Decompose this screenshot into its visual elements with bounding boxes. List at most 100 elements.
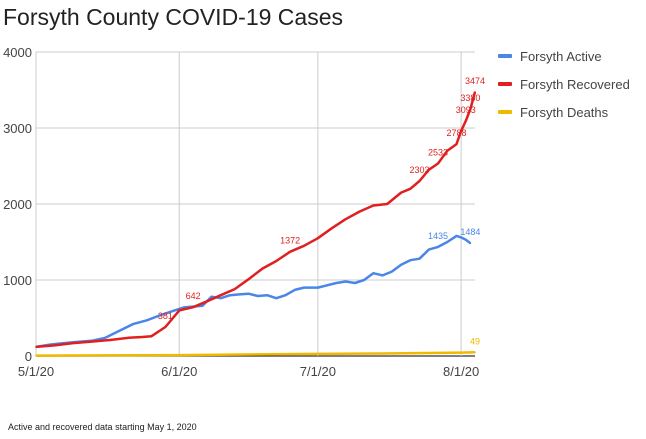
data-point xyxy=(150,335,153,338)
x-tick-label: 8/1/20 xyxy=(443,364,479,379)
y-tick-label: 1000 xyxy=(3,273,32,288)
data-point xyxy=(391,270,393,273)
data-point xyxy=(381,352,384,355)
data-point xyxy=(90,340,93,343)
data-point xyxy=(303,286,305,289)
data-point xyxy=(146,319,148,322)
data-point xyxy=(257,295,259,297)
data-point xyxy=(210,295,213,298)
data-point xyxy=(35,346,37,348)
chart-grid xyxy=(35,51,475,357)
data-point xyxy=(317,353,319,355)
data-point xyxy=(99,354,102,357)
data-point xyxy=(238,293,241,296)
data-point xyxy=(474,91,476,93)
data-label: 2533 xyxy=(428,147,448,157)
data-point xyxy=(344,218,347,220)
data-point xyxy=(418,257,421,260)
data-point xyxy=(317,237,319,239)
data-point xyxy=(344,280,347,283)
data-point xyxy=(474,351,476,354)
y-tick-label: 2000 xyxy=(3,197,32,212)
legend-swatch xyxy=(498,110,512,114)
data-point xyxy=(409,259,412,262)
legend-swatch xyxy=(498,82,512,86)
legend-item: Forsyth Recovered xyxy=(498,70,630,98)
data-point xyxy=(229,294,231,297)
data-point xyxy=(381,274,384,277)
legend-label: Forsyth Active xyxy=(520,48,602,64)
data-point xyxy=(266,294,268,297)
y-tick-label: 4000 xyxy=(3,45,32,60)
data-point xyxy=(178,354,181,356)
data-point xyxy=(53,344,56,347)
data-point xyxy=(354,282,356,284)
data-point xyxy=(335,282,338,284)
data-point xyxy=(141,336,144,338)
data-point xyxy=(400,264,402,266)
data-label: 1435 xyxy=(428,231,448,241)
data-point xyxy=(173,309,176,312)
data-point xyxy=(220,294,222,297)
data-point xyxy=(326,284,328,287)
chart-footnote: Active and recovered data starting May 1… xyxy=(8,422,197,432)
data-point xyxy=(363,279,365,281)
x-tick-label: 5/1/20 xyxy=(18,364,54,379)
chart-legend: Forsyth Active Forsyth Recovered Forsyth D… xyxy=(498,42,630,126)
data-point xyxy=(72,342,74,344)
data-point xyxy=(464,238,467,241)
data-point xyxy=(409,188,412,190)
data-point xyxy=(220,297,222,300)
data-point xyxy=(386,203,389,205)
data-point xyxy=(127,336,130,339)
data-point xyxy=(247,278,250,281)
data-point xyxy=(192,306,194,309)
data-point xyxy=(275,297,278,300)
chart-ticks: 0 1000 2000 3000 4000 5/1/20 6/1/20 7/1/20 8/1/2… xyxy=(3,45,479,379)
data-point xyxy=(164,326,167,328)
data-point xyxy=(109,339,111,341)
data-point xyxy=(183,306,185,309)
data-point xyxy=(455,235,458,237)
data-point xyxy=(427,248,430,251)
data-point xyxy=(446,241,449,243)
data-point xyxy=(275,260,278,262)
data-point xyxy=(455,143,458,145)
data-point xyxy=(469,108,472,110)
data-point xyxy=(418,180,421,182)
data-label: 381 xyxy=(158,311,173,321)
legend-item: Forsyth Active xyxy=(498,42,630,70)
data-point xyxy=(469,242,472,245)
data-point xyxy=(104,336,107,339)
data-point xyxy=(118,330,120,332)
data-point xyxy=(243,353,245,356)
data-label: 1372 xyxy=(280,236,300,246)
data-point xyxy=(437,162,439,165)
data-point xyxy=(247,292,250,295)
data-point xyxy=(132,323,134,325)
data-label: 3474 xyxy=(465,76,485,86)
series-line-0 xyxy=(35,234,472,349)
data-point xyxy=(446,150,449,152)
data-point xyxy=(178,309,181,312)
data-label: 642 xyxy=(186,291,201,301)
legend-swatch xyxy=(498,54,512,58)
data-point xyxy=(317,286,319,289)
data-point xyxy=(206,300,208,303)
data-point xyxy=(261,267,264,270)
data-point xyxy=(303,245,305,247)
data-label: 1484 xyxy=(460,227,480,237)
data-point xyxy=(201,305,204,307)
data-point xyxy=(358,210,361,213)
data-point xyxy=(284,294,287,297)
data-point xyxy=(293,289,296,291)
data-label: 49 xyxy=(470,336,480,346)
x-tick-label: 7/1/20 xyxy=(300,364,336,379)
data-point xyxy=(372,272,375,274)
legend-item: Forsyth Deaths xyxy=(498,98,630,126)
legend-label: Forsyth Deaths xyxy=(520,104,609,120)
data-point xyxy=(35,354,37,357)
chart-title: Forsyth County COVID-19 Cases xyxy=(3,4,344,30)
data-label: 2788 xyxy=(447,128,467,138)
